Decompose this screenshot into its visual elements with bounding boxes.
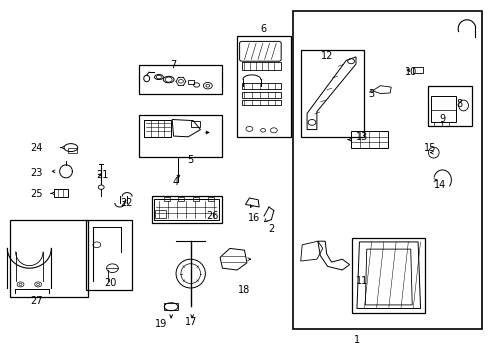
Bar <box>350 131 387 148</box>
Text: 24: 24 <box>30 143 43 153</box>
Bar <box>242 83 281 89</box>
Bar <box>351 238 425 313</box>
Text: 2: 2 <box>268 224 274 234</box>
Text: 14: 14 <box>433 180 446 190</box>
Bar <box>85 220 132 290</box>
Bar <box>164 303 178 310</box>
Text: 13: 13 <box>355 132 367 142</box>
Text: 26: 26 <box>206 211 219 221</box>
Bar <box>242 92 281 98</box>
Bar <box>242 100 281 105</box>
Text: 11: 11 <box>355 276 367 286</box>
Bar <box>207 197 213 201</box>
Bar <box>144 120 171 137</box>
Bar <box>293 11 481 329</box>
Text: 1: 1 <box>353 335 359 345</box>
Text: 4: 4 <box>173 177 179 187</box>
Text: 12: 12 <box>321 51 333 61</box>
Bar <box>188 80 194 84</box>
Bar <box>427 86 471 126</box>
Text: 25: 25 <box>30 189 43 199</box>
Text: 7: 7 <box>170 60 176 70</box>
Bar <box>412 67 423 73</box>
Bar <box>68 148 77 153</box>
Bar <box>151 196 222 223</box>
Text: 6: 6 <box>260 24 265 34</box>
Text: 21: 21 <box>96 170 109 180</box>
Text: 18: 18 <box>238 285 250 295</box>
Text: 9: 9 <box>439 114 445 124</box>
Text: 8: 8 <box>456 99 462 109</box>
Bar <box>178 197 184 201</box>
Text: 27: 27 <box>30 296 43 306</box>
Text: 15: 15 <box>423 143 436 153</box>
Text: 19: 19 <box>155 319 167 329</box>
Bar <box>237 36 290 137</box>
Text: 22: 22 <box>120 198 132 208</box>
Text: 16: 16 <box>247 213 260 223</box>
Text: 17: 17 <box>184 317 197 327</box>
Bar <box>139 115 222 157</box>
Bar <box>193 197 199 201</box>
Bar <box>430 96 455 122</box>
Bar <box>300 50 364 137</box>
Bar <box>242 62 281 70</box>
Bar <box>10 220 88 297</box>
Text: 10: 10 <box>404 67 416 77</box>
Bar <box>54 189 68 197</box>
Text: 5: 5 <box>187 155 193 165</box>
Bar <box>163 197 169 201</box>
Text: 3: 3 <box>368 89 374 99</box>
Bar <box>155 210 165 218</box>
Bar <box>139 65 222 94</box>
Bar <box>190 121 199 127</box>
Bar <box>154 199 218 220</box>
Text: 20: 20 <box>103 278 116 288</box>
Text: 23: 23 <box>30 168 43 178</box>
